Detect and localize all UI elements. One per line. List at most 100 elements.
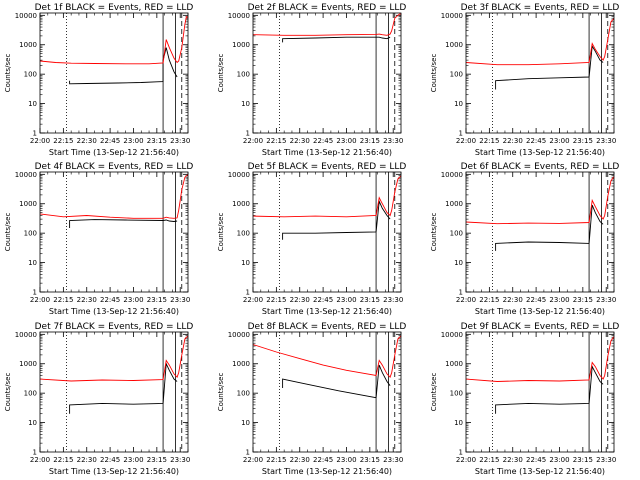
y-tick-label: 100 [450, 230, 463, 238]
y-tick-label: 10000 [228, 12, 250, 20]
y-tick-label: 1 [459, 289, 463, 297]
detector-panel-1: Det 1f BLACK = Events, RED = LLD Counts/s… [4, 3, 193, 157]
y-axis-label: Counts/sec [4, 373, 12, 412]
y-tick-label: 10000 [228, 171, 250, 179]
x-tick-label: 23:30 [596, 296, 616, 304]
y-tick-label: 10 [241, 259, 250, 267]
x-tick-label: 22:00 [243, 456, 263, 464]
series-events-line [495, 365, 604, 414]
x-tick-label: 23:00 [549, 456, 569, 464]
y-tick-label: 1 [459, 130, 463, 138]
x-tick-label: 23:30 [170, 456, 190, 464]
series-events-line [282, 199, 391, 240]
y-tick-label: 100 [24, 230, 37, 238]
panel-title: Det 5f BLACK = Events, RED = LLD [248, 162, 407, 172]
y-tick-label: 1 [459, 449, 463, 457]
x-tick-label: 22:30 [77, 296, 97, 304]
series-events-line [495, 44, 604, 90]
y-tick-label: 1000 [445, 360, 463, 368]
x-tick-label: 23:00 [336, 456, 356, 464]
x-tick-label: 22:15 [266, 296, 286, 304]
x-tick-label: 22:30 [290, 456, 310, 464]
y-tick-label: 100 [237, 230, 250, 238]
y-axis-label: Counts/sec [4, 54, 12, 93]
x-tick-label: 23:00 [123, 137, 143, 145]
y-tick-label: 1000 [19, 200, 37, 208]
panel-title: Det 2f BLACK = Events, RED = LLD [248, 3, 407, 13]
series-lld-line [253, 13, 401, 36]
x-axis-label: Start Time (13-Sep-12 21:56:40) [262, 467, 392, 476]
series-events-line [69, 361, 178, 414]
y-tick-label: 1 [246, 289, 250, 297]
y-axis-label: Counts/sec [217, 54, 225, 93]
x-tick-label: 23:30 [596, 137, 616, 145]
y-tick-label: 100 [237, 390, 250, 398]
panel-title: Det 4f BLACK = Events, RED = LLD [35, 162, 194, 172]
y-tick-label: 1000 [445, 200, 463, 208]
x-tick-label: 22:00 [456, 137, 476, 145]
y-tick-label: 1 [246, 130, 250, 138]
y-tick-label: 10 [241, 100, 250, 108]
plot-frame [39, 331, 189, 453]
x-tick-label: 22:30 [503, 456, 523, 464]
x-tick-label: 23:30 [383, 137, 403, 145]
x-tick-label: 22:45 [313, 456, 333, 464]
x-tick-label: 22:15 [266, 456, 286, 464]
x-tick-label: 22:30 [290, 296, 310, 304]
series-events-line [495, 204, 604, 251]
x-tick-label: 22:30 [77, 137, 97, 145]
x-axis-label: Start Time (13-Sep-12 21:56:40) [262, 148, 392, 157]
y-tick-label: 100 [450, 71, 463, 79]
x-tick-label: 22:15 [53, 296, 73, 304]
y-tick-label: 10 [454, 259, 463, 267]
x-tick-label: 22:00 [30, 137, 50, 145]
plot-frame [252, 331, 402, 453]
x-tick-label: 23:00 [123, 296, 143, 304]
detector-panel-3: Det 3f BLACK = Events, RED = LLD Counts/s… [430, 3, 620, 157]
detector-panel-5: Det 5f BLACK = Events, RED = LLD Counts/s… [217, 162, 407, 316]
y-tick-label: 10 [28, 419, 37, 427]
series-lld-line [253, 335, 401, 379]
series-lld-line [466, 17, 614, 66]
panel-title: Det 3f BLACK = Events, RED = LLD [461, 3, 620, 13]
y-axis-label: Counts/sec [430, 54, 438, 93]
x-tick-label: 23:00 [123, 456, 143, 464]
y-tick-label: 10000 [441, 331, 463, 339]
plot-frame [39, 12, 189, 134]
x-tick-label: 23:00 [336, 137, 356, 145]
y-tick-label: 10000 [228, 331, 250, 339]
panel-title: Det 6f BLACK = Events, RED = LLD [461, 162, 620, 172]
y-tick-label: 100 [237, 71, 250, 79]
x-tick-label: 22:15 [266, 137, 286, 145]
series-events-line [282, 364, 391, 399]
y-axis-label: Counts/sec [217, 373, 225, 412]
x-axis-label: Start Time (13-Sep-12 21:56:40) [262, 307, 392, 316]
series-events-line [282, 36, 391, 43]
y-tick-label: 10 [454, 419, 463, 427]
series-events-line [69, 219, 178, 228]
series-lld-line [40, 335, 188, 382]
y-tick-label: 1000 [232, 360, 250, 368]
series-lld-line [40, 173, 188, 219]
y-tick-label: 10 [28, 259, 37, 267]
plot-frame [39, 171, 189, 293]
y-tick-label: 10000 [15, 12, 37, 20]
x-tick-label: 22:45 [313, 137, 333, 145]
x-tick-label: 22:15 [479, 456, 499, 464]
detector-panel-2: Det 2f BLACK = Events, RED = LLD Counts/s… [217, 3, 407, 157]
x-axis-label: Start Time (13-Sep-12 21:56:40) [49, 467, 179, 476]
x-tick-label: 23:15 [573, 137, 593, 145]
x-tick-label: 22:00 [30, 296, 50, 304]
x-tick-label: 22:15 [53, 137, 73, 145]
y-tick-label: 100 [24, 71, 37, 79]
x-tick-label: 23:30 [383, 456, 403, 464]
y-tick-label: 10000 [15, 331, 37, 339]
series-lld-line [466, 175, 614, 225]
y-axis-label: Counts/sec [4, 213, 12, 252]
y-tick-label: 10000 [441, 171, 463, 179]
x-tick-label: 23:00 [549, 296, 569, 304]
y-tick-label: 10 [28, 100, 37, 108]
x-tick-label: 22:30 [77, 456, 97, 464]
x-tick-label: 23:30 [383, 296, 403, 304]
